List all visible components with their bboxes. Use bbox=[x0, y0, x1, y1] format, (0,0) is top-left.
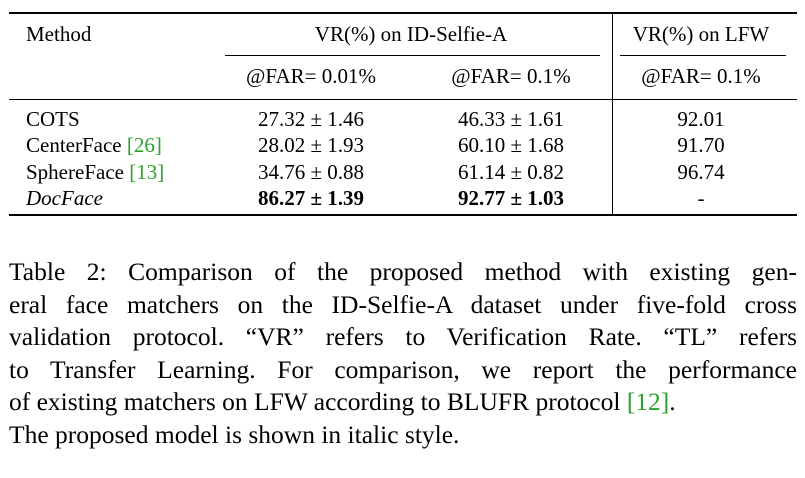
table-caption: Table 2: Comparison of the proposed meth… bbox=[9, 256, 797, 451]
header-far-001: @FAR= 0.01% bbox=[246, 64, 376, 88]
caption-line: Table 2: Comparison of the proposed meth… bbox=[9, 257, 797, 286]
column-divider bbox=[612, 14, 613, 214]
top-rule bbox=[9, 12, 797, 14]
caption-line: of existing matchers on LFW according to… bbox=[9, 387, 676, 416]
row-value-far01-best: 92.77 ± 1.03 bbox=[457, 186, 565, 210]
row-method: COTS bbox=[26, 107, 80, 131]
row-value-far01: 46.33 ± 1.61 bbox=[457, 107, 565, 131]
caption-line: eral face matchers on the ID-Selfie-A da… bbox=[9, 289, 797, 319]
row-value-far01: 60.10 ± 1.68 bbox=[457, 133, 565, 157]
header-rule bbox=[9, 99, 797, 100]
row-value-lfw: 96.74 bbox=[677, 160, 725, 184]
citation-link[interactable]: [13] bbox=[129, 160, 165, 184]
caption-line: to Transfer Learning. For comparison, we… bbox=[9, 354, 797, 384]
row-value-far001: 28.02 ± 1.93 bbox=[257, 133, 365, 157]
citation-link[interactable]: [26] bbox=[126, 133, 162, 157]
header-group-lfw: VR(%) on LFW bbox=[632, 22, 770, 46]
citation-link[interactable]: [12] bbox=[626, 387, 670, 416]
row-method: SphereFace [13] bbox=[26, 160, 165, 184]
header-method: Method bbox=[26, 22, 92, 46]
row-method: CenterFace [26] bbox=[26, 133, 162, 157]
header-far-01-a: @FAR= 0.1% bbox=[451, 64, 571, 88]
bottom-rule bbox=[9, 214, 797, 216]
caption-line: validation protocol. “VR” refers to Veri… bbox=[9, 322, 797, 351]
group2-underline bbox=[620, 55, 786, 56]
row-value-lfw: 92.01 bbox=[677, 107, 725, 131]
row-value-far001-best: 86.27 ± 1.39 bbox=[257, 186, 365, 210]
row-value-lfw: - bbox=[697, 186, 705, 210]
row-value-far001: 27.32 ± 1.46 bbox=[257, 107, 365, 131]
row-value-far001: 34.76 ± 0.88 bbox=[257, 160, 365, 184]
group1-underline bbox=[225, 55, 600, 56]
header-group-id-selfie: VR(%) on ID-Selfie-A bbox=[314, 22, 508, 46]
header-far-01-b: @FAR= 0.1% bbox=[641, 64, 761, 88]
row-method-proposed: DocFace bbox=[26, 186, 103, 210]
row-value-far01: 61.14 ± 0.82 bbox=[457, 160, 565, 184]
caption-line: The proposed model is shown in italic st… bbox=[9, 419, 460, 449]
row-value-lfw: 91.70 bbox=[677, 133, 725, 157]
